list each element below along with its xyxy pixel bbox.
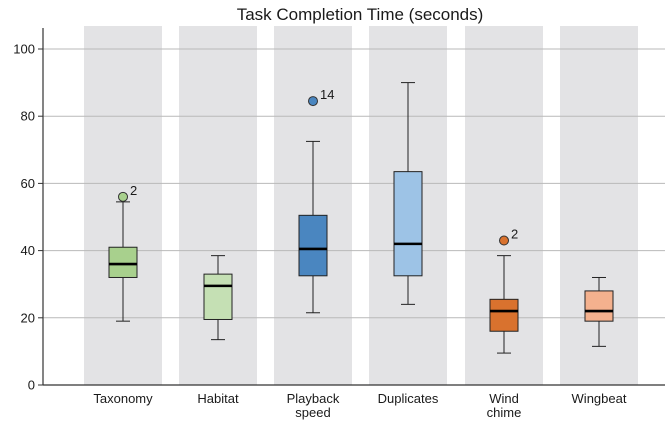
y-tick-label: 60 xyxy=(21,176,35,191)
category-label: Duplicates xyxy=(378,391,439,406)
box-body xyxy=(584,290,614,322)
category-label: Playback speed xyxy=(287,391,340,420)
category-label: Wingbeat xyxy=(572,391,627,406)
axes: 0 20 40 60 80 100 xyxy=(13,28,665,393)
box-body xyxy=(489,298,519,332)
box-body xyxy=(298,214,328,277)
box-2: 14 xyxy=(298,87,334,314)
box-body xyxy=(108,246,138,278)
box-4: 2 xyxy=(489,227,519,354)
y-tick-label: 80 xyxy=(21,109,35,124)
y-tick-label: 0 xyxy=(28,378,35,393)
box-body xyxy=(393,171,423,277)
outlier-point xyxy=(499,235,509,246)
category-label: Taxonomy xyxy=(93,391,153,406)
category-label: Habitat xyxy=(197,391,239,406)
box-3 xyxy=(393,82,423,305)
outlier-label: 2 xyxy=(511,227,518,242)
category-label: Wind chime xyxy=(487,391,522,420)
box-body xyxy=(203,273,233,320)
box-series: 2 14 2 xyxy=(108,82,614,354)
gridlines xyxy=(43,48,665,319)
y-tick-label: 100 xyxy=(13,42,35,57)
outlier-point xyxy=(308,96,318,107)
background-bands xyxy=(84,26,638,385)
y-tick-label: 20 xyxy=(21,310,35,325)
box-0: 2 xyxy=(108,183,138,322)
outlier-label: 2 xyxy=(130,183,137,198)
box-1 xyxy=(203,255,233,341)
outlier-label: 14 xyxy=(320,87,334,102)
chart-title: Task Completion Time (seconds) xyxy=(237,5,484,24)
box-5 xyxy=(584,276,614,347)
category-labels: Taxonomy Habitat Playback speed Duplicates Wi… xyxy=(93,391,626,420)
outlier-point xyxy=(118,191,128,202)
y-tick-label: 40 xyxy=(21,243,35,258)
